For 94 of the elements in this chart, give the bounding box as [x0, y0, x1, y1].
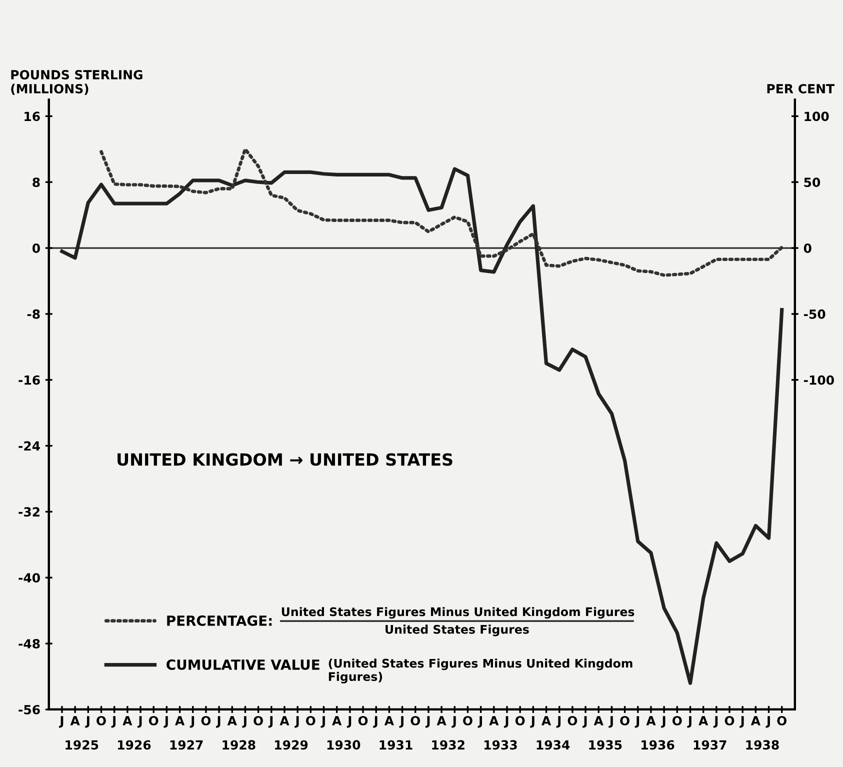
annotation: United States Figures	[386, 624, 529, 636]
x-tick-label: O	[515, 716, 525, 726]
x-tick-label: A	[332, 716, 342, 726]
x-tick-label: O	[201, 716, 211, 726]
x-tick-label: J	[58, 716, 64, 728]
x-tick-label: J	[85, 716, 90, 728]
x-tick-label: O	[306, 716, 316, 726]
text: 1925	[66, 740, 98, 750]
y-tick-label: -56	[18, 704, 40, 714]
legend-label: CUMULATIVE VALUE	[166, 659, 320, 670]
x-tick-label: A	[122, 716, 132, 726]
x-tick-label: J	[766, 716, 770, 728]
x-tick-label: J	[452, 716, 456, 728]
legend-label: PERCENTAGE:	[167, 615, 272, 626]
x-tick-label: J	[268, 716, 273, 728]
x-tick-label: J	[478, 716, 482, 728]
x-tick-label: O	[620, 716, 630, 726]
x-tick-label: J	[425, 716, 430, 728]
x-tick-label: O	[148, 716, 158, 726]
text: 1933	[484, 740, 517, 750]
x-tick-label: J	[530, 716, 534, 728]
x-tick-label: J	[687, 716, 692, 728]
x-tick-label: J	[164, 716, 168, 728]
x-tick-label: A	[384, 716, 394, 726]
text: 1934	[536, 740, 570, 750]
y2-tick-label: 0	[804, 244, 812, 253]
text: 1928	[222, 740, 256, 750]
x-tick-label: J	[111, 716, 116, 728]
x-tick-label: O	[96, 716, 106, 726]
x-tick-label: J	[661, 716, 666, 728]
x-tick-label: O	[463, 716, 472, 726]
x-tick-label: J	[608, 716, 613, 728]
y-tick-label: -16	[18, 375, 40, 385]
x-tick-label: J	[320, 716, 325, 728]
x-tick-label: A	[175, 716, 185, 726]
x-tick-label: O	[254, 716, 263, 726]
x-tick-label: J	[242, 716, 246, 728]
x-tick-label: A	[750, 716, 760, 726]
x-tick-label: O	[777, 716, 787, 726]
x-tick-label: J	[190, 716, 194, 728]
y-tick-label: -48	[18, 639, 40, 648]
y-tick-label: -24	[18, 441, 40, 451]
text: 1936	[642, 740, 674, 750]
x-tick-label: J	[740, 716, 744, 728]
y-tick-label: -8	[27, 309, 40, 319]
annotation: UNITED KINGDOM → UNITED STATES	[118, 453, 452, 466]
text: 1931	[380, 740, 412, 750]
x-tick-label: A	[70, 716, 80, 726]
x-tick-label: O	[672, 716, 682, 726]
x-tick-label: J	[216, 716, 220, 728]
text: 1938	[746, 740, 779, 750]
text: 1926	[118, 740, 151, 750]
y-tick-label: 16	[24, 112, 40, 122]
x-tick-label: J	[346, 716, 352, 728]
y-tick-label: -40	[18, 573, 40, 583]
x-tick-label: A	[436, 716, 446, 726]
text: 1937	[694, 740, 726, 750]
y2-tick-label: 50	[804, 178, 820, 188]
x-tick-label: J	[504, 716, 508, 728]
x-tick-label: J	[137, 716, 142, 728]
x-tick-label: A	[227, 716, 237, 726]
y-axis-title: POUNDS STERLING (MILLIONS)	[11, 70, 142, 95]
x-tick-label: A	[594, 716, 604, 726]
y2-axis-title: PER CENT	[767, 84, 834, 94]
y-tick-label: -32	[18, 507, 40, 517]
line-series	[60, 167, 784, 685]
x-tick-label: J	[634, 716, 640, 728]
y-tick-label: 8	[32, 178, 40, 188]
x-tick-label: O	[724, 716, 734, 726]
x-tick-label: J	[373, 716, 378, 728]
x-tick-label: O	[568, 716, 578, 726]
x-tick-label: J	[294, 716, 299, 728]
x-tick-label: J	[556, 716, 561, 728]
text: 1929	[275, 740, 308, 750]
x-tick-label: O	[358, 716, 368, 726]
text: 1935	[589, 740, 622, 750]
x-tick-label: A	[489, 716, 499, 726]
text: 1930	[327, 740, 360, 750]
x-tick-label: A	[541, 716, 552, 726]
annotation: United States Figures Minus United Kingdom Figures	[282, 607, 634, 619]
text: 1932	[432, 740, 464, 750]
y2-tick-label: -100	[804, 375, 834, 385]
y2-tick-label: 100	[804, 112, 829, 122]
y-tick-label: 0	[32, 244, 40, 253]
x-tick-label: A	[280, 716, 290, 726]
text: 1927	[170, 740, 203, 750]
x-tick-label: A	[698, 716, 708, 726]
y2-tick-label: -50	[804, 309, 826, 319]
x-tick-label: O	[410, 716, 420, 726]
x-tick-label: J	[582, 716, 587, 728]
x-tick-label: A	[646, 716, 656, 726]
x-tick-label: J	[713, 716, 718, 728]
x-tick-label: J	[399, 716, 404, 728]
annotation: (United States Figures Minus United Kingdom Figures)	[328, 658, 632, 684]
